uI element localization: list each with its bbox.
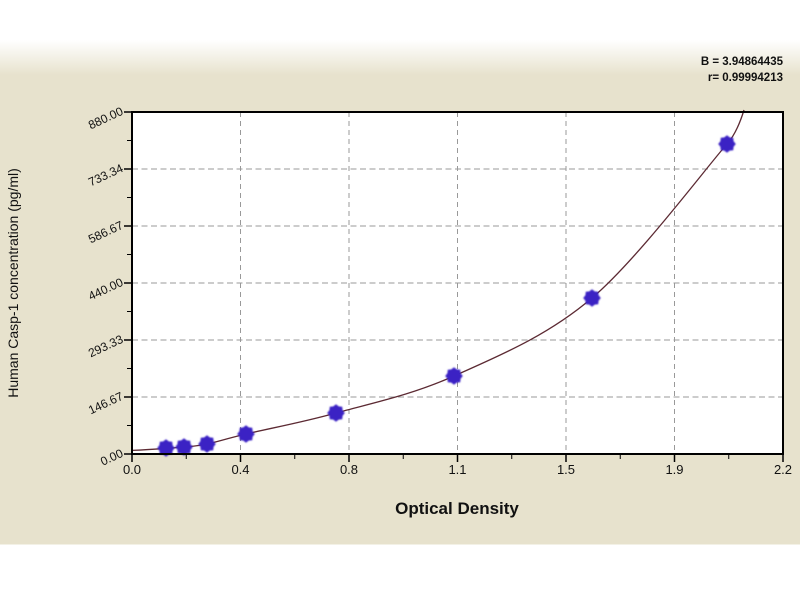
svg-text:0.8: 0.8 [340, 462, 358, 477]
svg-text:0.00: 0.00 [98, 446, 125, 469]
svg-text:r= 0.99994213: r= 0.99994213 [708, 72, 783, 84]
svg-text:733.34: 733.34 [86, 161, 125, 189]
svg-text:146.67: 146.67 [86, 389, 125, 417]
svg-text:586.67: 586.67 [86, 218, 125, 246]
svg-text:2.2: 2.2 [774, 462, 792, 477]
svg-text:440.00: 440.00 [86, 275, 125, 303]
svg-text:880.00: 880.00 [86, 104, 125, 132]
svg-text:0.0: 0.0 [123, 462, 141, 477]
svg-text:1.5: 1.5 [557, 462, 575, 477]
svg-text:1.1: 1.1 [448, 462, 466, 477]
svg-text:B = 3.94864435: B = 3.94864435 [701, 56, 784, 68]
svg-text:293.33: 293.33 [86, 332, 125, 360]
svg-text:0.4: 0.4 [231, 462, 249, 477]
svg-text:Optical Density: Optical Density [395, 499, 519, 518]
svg-text:Human Casp-1 concentration (p: Human Casp-1 concentration (pg/ml) [5, 168, 21, 398]
svg-text:1.9: 1.9 [665, 462, 683, 477]
